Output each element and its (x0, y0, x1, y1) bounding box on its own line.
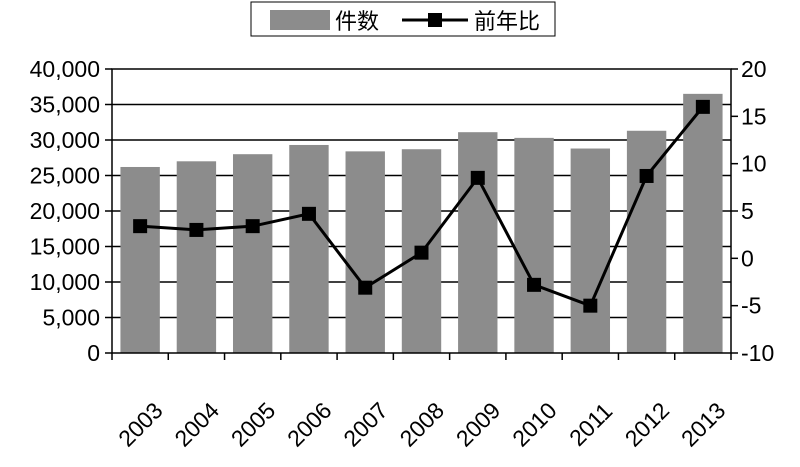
bar (514, 137, 554, 353)
x-tick-label: 2003 (113, 397, 168, 452)
line-point-marker (470, 170, 485, 185)
right-tick-label: 20 (741, 56, 767, 82)
line-point-marker (358, 280, 373, 295)
left-tick-label: 0 (87, 340, 100, 366)
bar (345, 151, 385, 353)
line-point-marker (695, 99, 710, 114)
right-tick-label: -10 (741, 340, 774, 366)
line-point-marker (583, 298, 598, 313)
left-tick-label: 25,000 (30, 163, 100, 189)
line-point-marker (245, 219, 260, 234)
bar (232, 154, 273, 353)
left-tick-label: 35,000 (30, 92, 100, 118)
line-point-marker (527, 277, 542, 292)
bar (626, 130, 667, 353)
x-axis: 2003 2004 2005 2006 2007 2008 2009 2010 2011 2012… (111, 353, 732, 452)
x-tick-label: 2012 (620, 397, 675, 452)
left-tick-label: 15,000 (30, 234, 100, 260)
line-point-marker (414, 245, 429, 260)
legend-label-bar: 件数 (335, 10, 379, 35)
x-tick-label: 2008 (395, 397, 450, 452)
x-tick-label: 2013 (676, 397, 731, 452)
bar (458, 132, 498, 353)
left-tick-label: 30,000 (30, 127, 100, 153)
x-tick-label: 2006 (282, 397, 337, 452)
legend-swatch-bar (270, 10, 330, 30)
bar (683, 93, 723, 353)
right-tick-label: -5 (741, 293, 761, 319)
x-tick-label: 2010 (507, 397, 562, 452)
left-tick-label: 10,000 (30, 269, 100, 295)
x-tick-label: 2009 (451, 397, 506, 452)
line-point-marker (189, 222, 204, 237)
bar (120, 166, 160, 353)
line-point-marker (133, 219, 148, 234)
x-tick-label: 2004 (169, 397, 224, 452)
legend-label-line: 前年比 (474, 10, 540, 35)
x-tick-label: 2011 (564, 398, 617, 451)
bar (176, 161, 217, 353)
line-series (133, 99, 710, 313)
right-tick-label: 15 (741, 103, 767, 129)
line-point-marker (301, 206, 316, 221)
left-tick-label: 5,000 (42, 305, 100, 331)
left-tick-label: 20,000 (30, 198, 100, 224)
bar (289, 144, 329, 353)
x-tick-label: 2005 (226, 397, 281, 452)
bar (570, 148, 611, 353)
legend-swatch-marker (428, 13, 442, 27)
x-tick-label: 2007 (338, 397, 393, 452)
line-point-marker (639, 168, 654, 183)
left-axis: 0 5,000 10,000 15,000 20,000 25,000 30,000 35,0… (30, 56, 112, 366)
right-tick-label: 5 (741, 198, 754, 224)
right-tick-label: 0 (741, 245, 754, 271)
right-axis: -10 -5 0 5 10 15 20 (731, 56, 774, 366)
right-tick-label: 10 (741, 151, 767, 177)
bar-series (120, 93, 723, 353)
left-tick-label: 40,000 (30, 56, 100, 82)
